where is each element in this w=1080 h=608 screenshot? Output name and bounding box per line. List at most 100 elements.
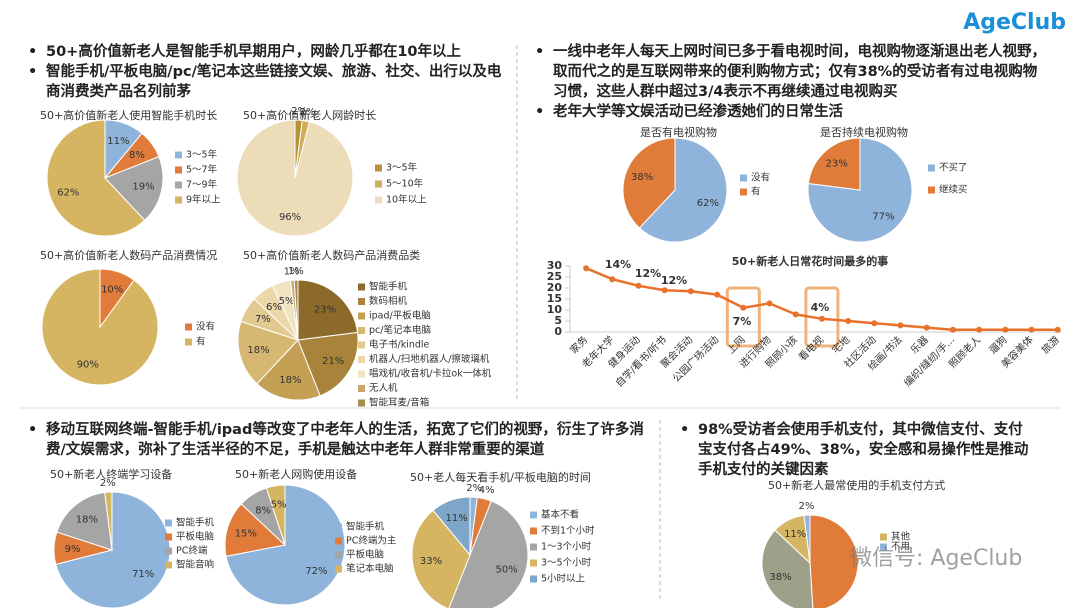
point: [897, 322, 904, 329]
legend-label: 无人机: [369, 382, 398, 394]
legend-swatch: [335, 551, 342, 559]
data-label: 2%: [291, 106, 307, 117]
data-label: 18%: [279, 375, 301, 386]
legend-swatch: [185, 338, 192, 346]
data-label: 8%: [255, 506, 271, 517]
point: [923, 324, 930, 331]
point: [1028, 326, 1035, 333]
legend-label: 智能手机: [346, 521, 385, 533]
pie-slice: [803, 514, 811, 564]
pie-slice: [256, 339, 321, 401]
annotation: 7%: [733, 315, 752, 328]
data-label: 11%: [446, 513, 468, 524]
data-label: 11%: [784, 529, 806, 540]
legend-swatch: [358, 356, 365, 363]
legend-swatch: [740, 174, 747, 182]
point: [661, 287, 668, 294]
point: [583, 265, 590, 272]
chart-title: 50+新老人日常花时间最多的事: [732, 254, 889, 268]
point: [871, 320, 878, 327]
pie-slice: [236, 119, 354, 237]
legend-label: 智能音响: [176, 559, 214, 571]
chart-title: 是否持续电视购物: [820, 125, 908, 139]
legend-label: 笔记本电脑: [346, 563, 394, 575]
data-label: 18%: [247, 345, 269, 356]
data-label: 1%: [288, 266, 304, 277]
chart-title: 50+新老人最常使用的手机支付方式: [768, 478, 945, 492]
legend-label: 唱戏机/收音机/卡拉ok一体机: [369, 368, 492, 380]
bullet: 老年大学等文娱活动已经渗透她们的日常生活: [535, 102, 1050, 122]
y-tick-label: 30: [547, 259, 563, 272]
legend-swatch: [175, 181, 182, 189]
legend-label: 其他: [891, 531, 911, 543]
pie-slice: [411, 509, 471, 608]
point: [1054, 326, 1061, 333]
legend-swatch: [530, 559, 537, 567]
data-label: 18%: [76, 515, 98, 526]
data-label: 71%: [132, 569, 154, 580]
data-label: 21%: [322, 356, 344, 367]
point: [818, 315, 825, 322]
legend-swatch: [335, 565, 342, 573]
y-tick-label: 15: [547, 292, 562, 305]
legend-label: 3～5年: [386, 162, 418, 174]
y-tick-label: 10: [547, 303, 563, 316]
annotation: 14%: [605, 258, 631, 271]
annotation: 12%: [635, 267, 661, 280]
legend-swatch: [358, 399, 365, 407]
legend-label: 智能手机: [176, 517, 215, 529]
bullet: 50+高价值新老人是智能手机早期用户，网龄几乎都在10年以上: [28, 42, 508, 62]
data-label: 2%: [100, 478, 116, 489]
legend-label: 5～7年: [186, 164, 218, 176]
pie-slice: [809, 514, 859, 608]
legend-label: 平板电脑: [176, 531, 214, 543]
legend-swatch: [530, 527, 537, 535]
legend-swatch: [880, 543, 887, 551]
data-label: 2%: [798, 501, 814, 512]
data-label: 23%: [314, 304, 336, 315]
data-label: 4%: [479, 485, 495, 496]
pie-slice: [56, 491, 113, 551]
chart-title: 50+新老人网购使用设备: [235, 467, 357, 481]
x-tick-label: 旅游: [1039, 333, 1062, 356]
legend-swatch: [928, 186, 935, 194]
chart-title: 50+老人每天看手机/平板电脑的时间: [410, 470, 591, 484]
y-tick-label: 5: [554, 314, 562, 327]
data-label: 7%: [255, 314, 271, 325]
data-label: 77%: [872, 212, 894, 223]
point: [976, 326, 983, 333]
pie-slice: [104, 156, 164, 221]
pie-slice: [297, 331, 359, 397]
pie-slice: [41, 268, 159, 386]
chart-title: 是否有电视购物: [640, 125, 717, 139]
logo: AgeClub: [963, 10, 1066, 35]
legend-label: 智能耳麦/音箱: [369, 397, 429, 409]
x-tick-label: 看电视: [796, 333, 826, 363]
legend-label: 10年以上: [386, 194, 427, 206]
legend-label: 3～5个小时: [541, 557, 592, 569]
legend-label: 没有: [196, 321, 215, 333]
data-label: 9%: [65, 544, 81, 555]
legend-label: 5～10年: [386, 178, 424, 190]
data-label: 50%: [496, 565, 518, 576]
pie-slice: [224, 503, 287, 557]
legend-swatch: [358, 341, 365, 349]
data-label: 90%: [77, 360, 99, 371]
point: [949, 326, 956, 333]
pie-slice: [46, 119, 146, 237]
point: [766, 300, 773, 307]
legend-swatch: [165, 519, 172, 527]
legend-label: 5小时以上: [541, 573, 586, 585]
annotation: 4%: [811, 301, 830, 314]
data-label: 6%: [266, 302, 282, 313]
legend-label: 7～9年: [186, 179, 218, 191]
data-label: 38%: [769, 572, 791, 583]
legend-swatch: [358, 312, 365, 320]
legend-label: PC终端为主: [346, 535, 396, 547]
point: [740, 304, 747, 311]
legend-swatch: [335, 537, 342, 545]
pie-slice: [622, 137, 676, 229]
pie-slice: [448, 500, 529, 608]
legend-swatch: [375, 164, 382, 172]
